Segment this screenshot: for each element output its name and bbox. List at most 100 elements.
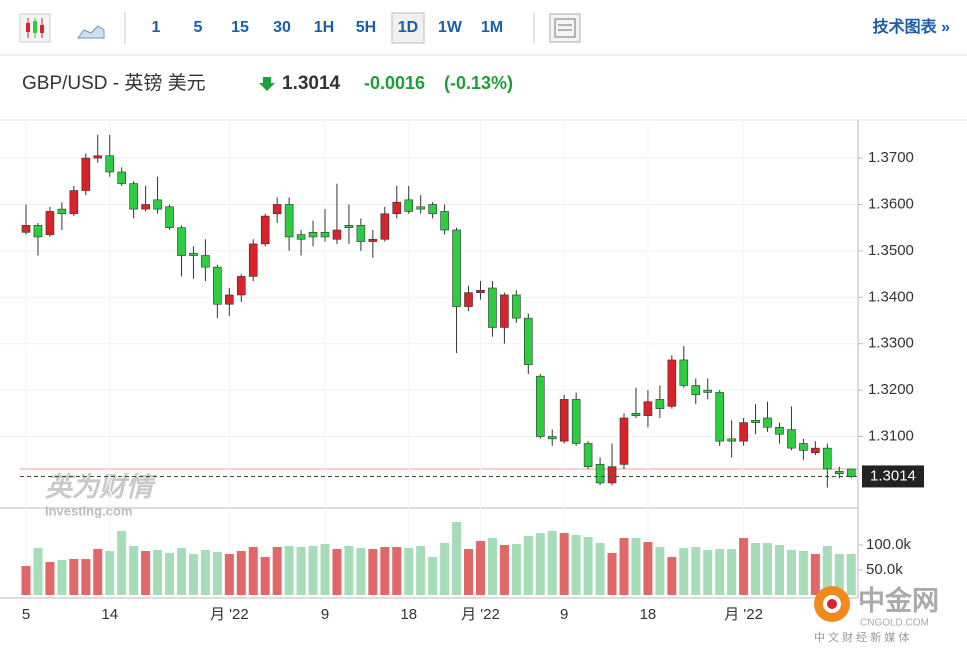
symbol: GBP/USD - 英镑 美元 bbox=[22, 72, 206, 94]
plot: 1.3100 1.3200 1.3300 1.3400 1.3500 1.3600 1.37… bbox=[0, 120, 924, 623]
candle-body bbox=[715, 392, 724, 442]
interval-button[interactable]: 1W bbox=[438, 19, 463, 36]
candle-body bbox=[834, 471, 844, 474]
candle-body bbox=[607, 466, 617, 484]
candle-body bbox=[799, 443, 808, 451]
interval-button[interactable]: 15 bbox=[231, 19, 249, 36]
volume-bar bbox=[57, 560, 67, 595]
volume-bar bbox=[691, 547, 701, 595]
x-tick-label: 9 bbox=[560, 606, 568, 623]
candle-body bbox=[416, 206, 425, 210]
volume-bar bbox=[786, 550, 796, 595]
volume-bar bbox=[380, 547, 390, 595]
volume-bar bbox=[774, 545, 784, 595]
logo: 中金网 CNGOLD.COM 中 文 财 经 新 媒 体 bbox=[814, 585, 939, 644]
interval-button[interactable]: 5 bbox=[194, 19, 203, 36]
change-pct: (-0.13%) bbox=[444, 73, 513, 93]
volume-bar bbox=[595, 543, 605, 595]
volume-bar bbox=[655, 547, 665, 595]
watermark-brand: 英为财情 bbox=[45, 472, 157, 502]
candle-body bbox=[165, 206, 174, 228]
candle-body bbox=[284, 204, 294, 238]
volume-bar bbox=[296, 547, 306, 595]
candle-body bbox=[739, 422, 748, 442]
candle-body bbox=[248, 243, 258, 277]
volume-bar bbox=[631, 538, 641, 595]
volume-bar bbox=[224, 554, 234, 595]
candle-body bbox=[631, 413, 641, 416]
volume-bar bbox=[571, 535, 581, 595]
volume-bar bbox=[129, 546, 139, 595]
candle-body bbox=[260, 215, 270, 245]
candle-body bbox=[679, 359, 689, 386]
volume-tick-label: 50.0k bbox=[866, 561, 903, 578]
candle-body bbox=[703, 389, 713, 393]
layout-icon[interactable] bbox=[549, 13, 581, 43]
volume-bar bbox=[200, 550, 210, 595]
volume-bar bbox=[188, 554, 198, 595]
volume-bar bbox=[33, 548, 43, 595]
candle-body bbox=[117, 171, 126, 184]
y-tick-label: 1.3500 bbox=[868, 242, 914, 259]
volume-bar bbox=[667, 557, 677, 595]
interval-button[interactable]: 5H bbox=[356, 19, 376, 36]
candle-body bbox=[21, 225, 31, 233]
volume-bar bbox=[727, 549, 737, 595]
volume-bar bbox=[619, 538, 629, 595]
volume-bar bbox=[464, 549, 474, 595]
volume-bar bbox=[117, 531, 127, 595]
candle-icon[interactable] bbox=[19, 13, 51, 43]
candle-body bbox=[512, 294, 521, 319]
x-tick-label: 月 '22 bbox=[724, 606, 763, 623]
active-box bbox=[391, 12, 425, 44]
candle-body bbox=[428, 204, 437, 215]
interval-button[interactable]: 1D bbox=[398, 19, 418, 36]
candle-body bbox=[571, 399, 581, 444]
candle-body bbox=[201, 255, 210, 268]
y-tick-label: 1.3200 bbox=[868, 381, 914, 398]
volume-bar bbox=[141, 551, 151, 595]
x-tick-label: 月 '22 bbox=[461, 606, 500, 623]
candle-body bbox=[619, 417, 629, 465]
interval-button[interactable]: 1M bbox=[481, 19, 503, 36]
interval-button[interactable]: 1 bbox=[152, 19, 161, 36]
volume-bar bbox=[260, 557, 270, 595]
volume-bar bbox=[320, 544, 330, 595]
candle-body bbox=[787, 429, 796, 449]
volume-bar bbox=[69, 559, 79, 595]
volume-bar bbox=[763, 543, 773, 595]
candle-body bbox=[452, 229, 461, 307]
x-tick-label: 18 bbox=[400, 606, 417, 623]
candle-body bbox=[141, 204, 150, 210]
candle-body bbox=[45, 211, 55, 235]
toolbar: 技术图表 » bbox=[0, 12, 967, 56]
candle-body bbox=[392, 201, 402, 215]
volume-bar bbox=[176, 548, 186, 595]
x-tick-label: 5 bbox=[22, 606, 30, 623]
candle-body bbox=[488, 287, 497, 328]
candle-body bbox=[308, 232, 318, 238]
candle-body bbox=[380, 213, 390, 240]
interval-button[interactable]: 30 bbox=[273, 19, 291, 36]
candle-body bbox=[763, 417, 772, 428]
volume-bar bbox=[165, 553, 175, 595]
y-tick-label: 1.3100 bbox=[868, 427, 914, 444]
area-icon[interactable] bbox=[77, 25, 105, 39]
interval-button[interactable]: 1H bbox=[314, 19, 334, 36]
volume-bar bbox=[535, 533, 545, 595]
candle-body bbox=[225, 294, 234, 305]
candle-body bbox=[500, 294, 509, 328]
last-price-label: 1.3014 bbox=[870, 467, 916, 484]
volume-bar bbox=[284, 546, 294, 595]
change: -0.0016 bbox=[364, 73, 425, 93]
candle-body bbox=[69, 190, 79, 215]
price: 1.3014 bbox=[282, 73, 341, 94]
candle-body bbox=[344, 225, 354, 228]
volume-bar bbox=[547, 531, 557, 595]
technical-link[interactable]: 技术图表 » bbox=[873, 17, 950, 36]
y-tick-label: 1.3300 bbox=[868, 335, 914, 352]
candle-body bbox=[177, 227, 186, 256]
logo-name: 中金网 bbox=[858, 585, 939, 616]
volume-bar bbox=[846, 554, 856, 595]
volume-bar bbox=[499, 545, 509, 595]
